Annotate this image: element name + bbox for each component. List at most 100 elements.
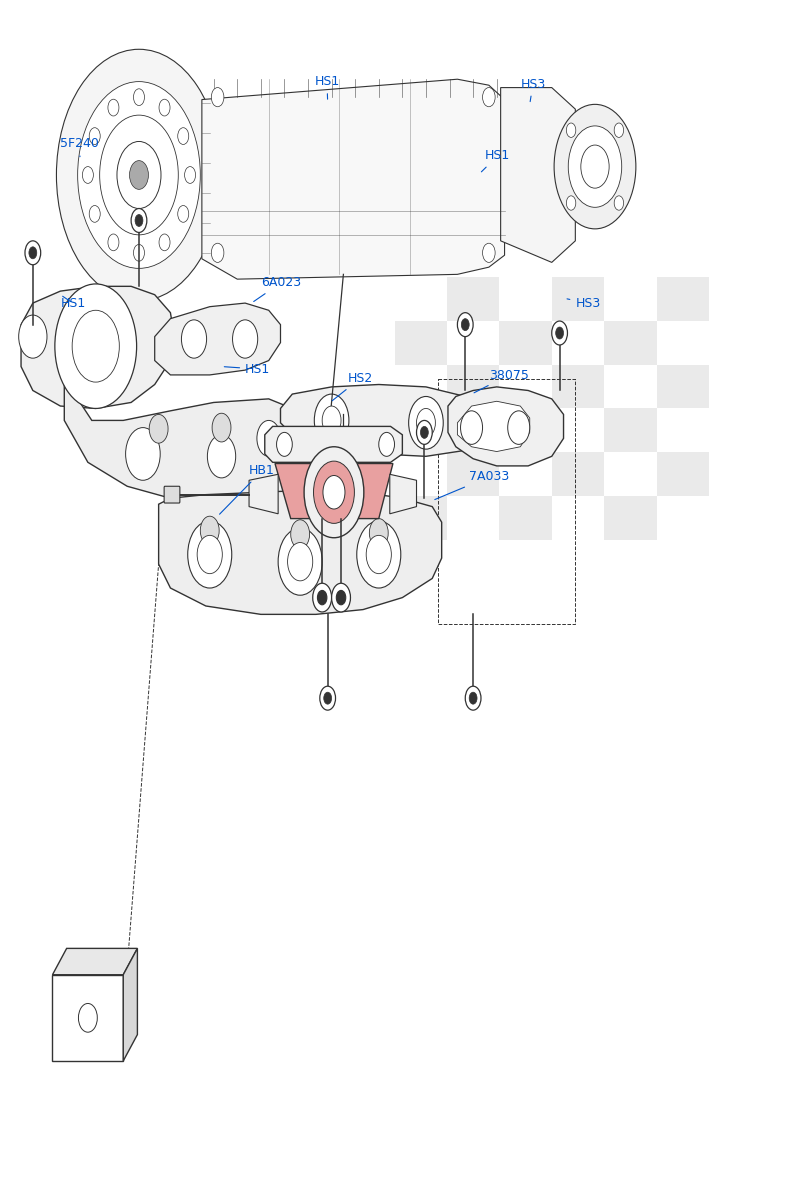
Circle shape	[200, 516, 219, 545]
Circle shape	[552, 322, 567, 344]
Bar	[656, 452, 709, 497]
Text: HS1: HS1	[60, 296, 85, 310]
Bar	[447, 452, 499, 497]
Bar	[394, 408, 447, 452]
Text: HS2: HS2	[332, 372, 372, 401]
Text: 6A023: 6A023	[254, 276, 301, 301]
Polygon shape	[159, 490, 442, 614]
Polygon shape	[265, 426, 402, 462]
Circle shape	[287, 542, 312, 581]
Circle shape	[29, 247, 37, 259]
Circle shape	[178, 127, 189, 144]
Circle shape	[212, 413, 231, 442]
Circle shape	[233, 320, 258, 358]
Text: 7A033: 7A033	[435, 470, 510, 499]
Circle shape	[323, 475, 345, 509]
Polygon shape	[202, 79, 505, 280]
Polygon shape	[448, 386, 563, 466]
Circle shape	[149, 414, 168, 443]
Circle shape	[129, 161, 148, 190]
Circle shape	[125, 427, 160, 480]
Circle shape	[277, 432, 292, 456]
Text: HS3: HS3	[567, 296, 600, 310]
Circle shape	[320, 686, 335, 710]
Circle shape	[185, 167, 196, 184]
Circle shape	[257, 420, 281, 456]
Circle shape	[312, 583, 331, 612]
Circle shape	[314, 394, 349, 446]
Circle shape	[567, 124, 576, 137]
Circle shape	[89, 127, 100, 144]
FancyBboxPatch shape	[164, 486, 180, 503]
Text: scuderia: scuderia	[214, 395, 493, 451]
Circle shape	[133, 245, 144, 262]
Text: HS1: HS1	[224, 362, 271, 376]
Polygon shape	[123, 948, 137, 1061]
Circle shape	[568, 126, 622, 208]
Polygon shape	[155, 304, 281, 374]
Circle shape	[77, 82, 200, 269]
Bar	[552, 452, 604, 497]
Text: HS1: HS1	[481, 150, 510, 172]
Circle shape	[461, 410, 483, 444]
Bar	[552, 277, 604, 320]
Polygon shape	[390, 474, 417, 514]
Circle shape	[417, 408, 436, 437]
Circle shape	[554, 104, 636, 229]
Bar	[656, 365, 709, 408]
Polygon shape	[21, 287, 174, 408]
Polygon shape	[64, 366, 304, 504]
Bar	[499, 408, 552, 452]
Circle shape	[211, 88, 224, 107]
Bar	[394, 497, 447, 540]
Circle shape	[409, 396, 443, 449]
Circle shape	[507, 410, 529, 444]
Circle shape	[197, 535, 222, 574]
Circle shape	[25, 241, 41, 265]
Circle shape	[78, 1003, 97, 1032]
Circle shape	[135, 215, 143, 227]
Circle shape	[331, 583, 350, 612]
Bar	[604, 497, 656, 540]
Text: HB1: HB1	[219, 464, 275, 515]
Circle shape	[614, 124, 623, 137]
Circle shape	[323, 692, 331, 704]
Circle shape	[19, 316, 47, 358]
Polygon shape	[275, 463, 393, 518]
Polygon shape	[249, 474, 279, 514]
Bar	[604, 320, 656, 365]
Polygon shape	[53, 948, 137, 974]
Bar	[604, 408, 656, 452]
Circle shape	[131, 209, 147, 233]
Polygon shape	[281, 384, 481, 456]
Circle shape	[357, 521, 401, 588]
Circle shape	[417, 420, 432, 444]
Circle shape	[555, 328, 563, 340]
Circle shape	[567, 196, 576, 210]
Circle shape	[614, 196, 623, 210]
Circle shape	[108, 100, 119, 116]
Bar	[656, 277, 709, 320]
Circle shape	[369, 518, 388, 547]
Circle shape	[89, 205, 100, 222]
Bar	[552, 365, 604, 408]
Circle shape	[82, 167, 93, 184]
Circle shape	[379, 432, 394, 456]
Circle shape	[366, 535, 391, 574]
Circle shape	[211, 244, 224, 263]
Text: HS1: HS1	[314, 76, 339, 100]
Circle shape	[133, 89, 144, 106]
Circle shape	[421, 426, 428, 438]
Circle shape	[279, 528, 322, 595]
Text: 38075: 38075	[474, 368, 529, 392]
Circle shape	[322, 406, 341, 434]
Circle shape	[99, 115, 178, 235]
Circle shape	[208, 434, 236, 478]
Circle shape	[117, 142, 161, 209]
Circle shape	[108, 234, 119, 251]
Circle shape	[188, 521, 232, 588]
Polygon shape	[458, 401, 529, 451]
Text: c a r p a r s: c a r p a r s	[190, 470, 308, 491]
Circle shape	[483, 244, 495, 263]
Circle shape	[159, 100, 170, 116]
